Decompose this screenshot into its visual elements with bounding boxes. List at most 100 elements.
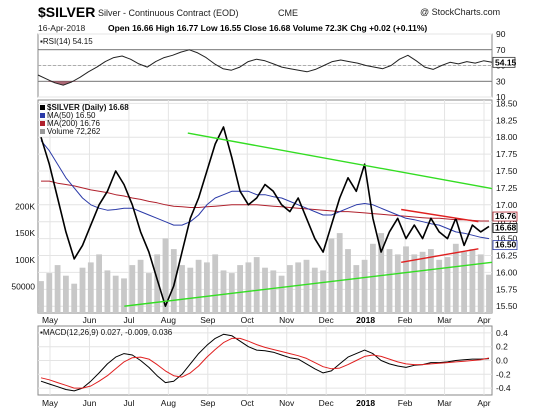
price-tick-label: 16.50 [496, 234, 518, 244]
volume-bar [486, 274, 492, 313]
x-axis-label: Apr [477, 398, 490, 408]
watermark: @ StockCharts.com [420, 7, 500, 17]
volume-bar [162, 238, 169, 313]
volume-axis-label: 200K [15, 202, 35, 212]
price-x-axis: May Jun Jul Aug Sep Oct Nov Dec 2018 Feb Mar Apr [42, 315, 491, 325]
green-trendline [187, 132, 493, 190]
rsi-tick-label: 90 [496, 29, 506, 39]
volume-bar [477, 254, 484, 313]
volume-bar [295, 262, 302, 313]
rsi-tick-label: 30 [496, 76, 506, 86]
volume-bar [386, 249, 393, 313]
volume-axis-label: 50000 [11, 281, 35, 291]
volume-bar [112, 275, 119, 313]
rsi-legend: ▪RSI(14) 54.15 [40, 37, 93, 46]
red-trendline [401, 208, 479, 223]
volume-bar [311, 267, 318, 313]
price-legend-entry: Volume 72,262 [47, 127, 101, 136]
ma50-line [40, 140, 490, 240]
volume-bar [179, 265, 185, 313]
x-axis-label: Feb [398, 398, 413, 408]
volume-bar [411, 254, 418, 313]
volume-bar [54, 265, 61, 313]
x-axis-label: Feb [398, 315, 413, 325]
price-tick-label: 17.25 [496, 183, 518, 193]
volume-bar [469, 249, 476, 313]
volume-bar [195, 259, 202, 314]
macd-tick-label: -0.4 [496, 383, 511, 393]
volume-bar [129, 265, 136, 313]
x-axis-label: Aug [161, 315, 176, 325]
price-tick-label: 17.00 [496, 200, 518, 210]
ma200-line [41, 180, 489, 222]
x-axis-label: Aug [161, 398, 176, 408]
red-trendline [401, 248, 479, 263]
price-tick-label: 16.00 [496, 267, 518, 277]
volume-bar [428, 249, 434, 313]
price-tick-label: 17.75 [496, 149, 518, 159]
volume-bar [212, 254, 219, 313]
x-axis-label: Sep [200, 315, 215, 325]
x-axis-label: May [42, 398, 59, 408]
volume-bar [345, 249, 351, 313]
volume-axis-label: 150K [15, 228, 35, 238]
volume-bar [170, 249, 177, 313]
volume-bar [328, 238, 335, 313]
legend-swatch [40, 129, 45, 134]
price-last-value-box [492, 240, 518, 251]
volume-bar [320, 270, 326, 313]
volume-bar [96, 254, 102, 313]
legend-swatch [40, 121, 45, 126]
x-axis-label: Jun [83, 398, 97, 408]
volume-bar [121, 278, 127, 313]
x-axis-label: Mar [437, 398, 452, 408]
volume-bar [253, 257, 260, 313]
green-trendline [124, 261, 493, 307]
price-tick-label: 18.50 [496, 98, 518, 108]
macd-line [40, 333, 490, 392]
price-tick-label: 18.25 [496, 115, 518, 125]
x-axis-label: Apr [477, 315, 490, 325]
volume-bar [461, 251, 467, 313]
price-last-value: 16.76 [495, 211, 517, 221]
x-axis-label: Mar [437, 315, 452, 325]
volume-bar [452, 243, 459, 313]
price-tick-label: 16.75 [496, 217, 518, 227]
volume-bar [71, 283, 78, 313]
price-legend-entry: MA(200) 16.76 [47, 119, 100, 128]
volume-bar [38, 281, 44, 313]
volume-bar [403, 246, 409, 313]
volume-bar [187, 267, 194, 313]
price-last-value-box [492, 223, 518, 233]
volume-bar [394, 254, 401, 313]
volume-bar [303, 259, 310, 314]
x-axis-label: Dec [319, 315, 335, 325]
volume-bar [79, 267, 86, 313]
price-tick-label: 17.50 [496, 166, 518, 176]
price-panel: 15.5015.7516.0016.2516.5016.7517.0017.25… [11, 98, 518, 314]
rsi-tick-label: 10 [496, 92, 506, 102]
volume-bar [270, 270, 277, 313]
x-axis-label: Oct [241, 315, 255, 325]
price-line [40, 126, 490, 308]
volume-bar [204, 262, 210, 313]
rsi-last-value-box [492, 56, 516, 68]
volume-bar [378, 233, 385, 313]
volume-bar [87, 262, 94, 313]
legend-swatch [40, 113, 45, 118]
volume-bar [245, 262, 252, 313]
price-tick-label: 15.75 [496, 284, 518, 294]
volume-axis-label: 100K [15, 255, 35, 265]
volume-bar [63, 275, 69, 313]
x-axis-label: Jul [123, 315, 134, 325]
price-tick-label: 18.00 [496, 132, 518, 142]
volume-bar [146, 273, 152, 313]
price-legend-entry: $SILVER (Daily) 16.68 [47, 103, 129, 112]
volume-bar [237, 265, 243, 313]
macd-signal-line [40, 337, 490, 389]
volume-bar [287, 265, 293, 313]
volume-bar [104, 270, 111, 313]
macd-legend: ▪MACD(12,26,9) 0.027, -0.009, 0.036 [40, 328, 173, 337]
